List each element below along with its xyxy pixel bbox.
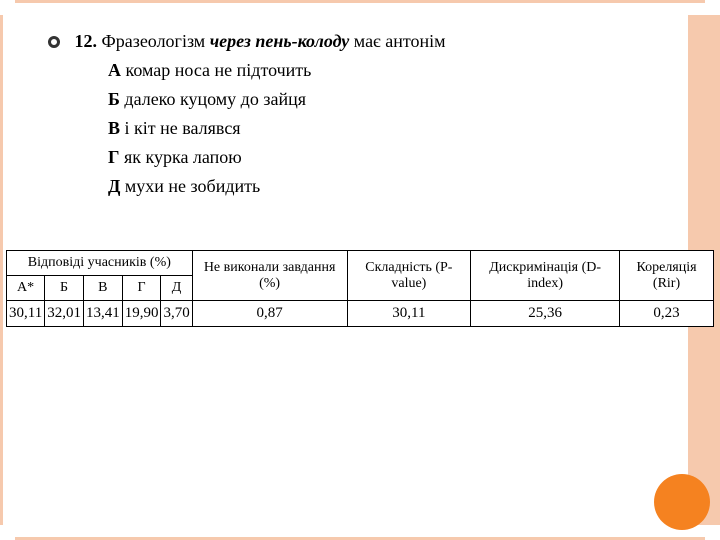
option-letter: Д — [108, 176, 120, 196]
table-row: 30,11 32,01 13,41 19,90 3,70 0,87 30,11 … — [7, 301, 714, 327]
question-prefix: Фразеологізм — [102, 31, 210, 51]
metric-header: Не виконали завдання (%) — [192, 251, 347, 301]
answer-header: Д — [161, 276, 192, 301]
option-text: далеко куцому до зайця — [124, 89, 306, 109]
frame-left — [0, 15, 3, 525]
option-letter: Г — [108, 147, 119, 167]
option-c: В і кіт не валявся — [108, 115, 660, 142]
option-text: як курка лапою — [124, 147, 242, 167]
option-text: і кіт не валявся — [125, 118, 241, 138]
answer-header: Б — [45, 276, 84, 301]
question-line: 12. Фразеологізм через пень-колоду має а… — [48, 28, 660, 55]
stats-table: Відповіді учасників (%) Не виконали завд… — [6, 250, 714, 327]
question-suffix: має антонім — [349, 31, 445, 51]
answer-cell: 3,70 — [161, 301, 192, 327]
stats-table-wrap: Відповіді учасників (%) Не виконали завд… — [6, 250, 714, 327]
answer-header: Г — [122, 276, 161, 301]
options-list: А комар носа не підточить Б далеко куцом… — [108, 57, 660, 200]
metric-cell: 25,36 — [471, 301, 620, 327]
option-text: мухи не зобидить — [125, 176, 260, 196]
answer-cell: 13,41 — [83, 301, 122, 327]
option-e: Д мухи не зобидить — [108, 173, 660, 200]
question-phrase: через пень-колоду — [210, 31, 350, 51]
metric-header: Дискримінація (D-index) — [471, 251, 620, 301]
metric-header: Кореляція (Rir) — [620, 251, 714, 301]
table-header-row-1: Відповіді учасників (%) Не виконали завд… — [7, 251, 714, 276]
answer-cell: 19,90 — [122, 301, 161, 327]
option-d: Г як курка лапою — [108, 144, 660, 171]
option-a: А комар носа не підточить — [108, 57, 660, 84]
answers-group-header: Відповіді учасників (%) — [7, 251, 193, 276]
answer-header: А* — [7, 276, 45, 301]
option-b: Б далеко куцому до зайця — [108, 86, 660, 113]
answer-cell: 32,01 — [45, 301, 84, 327]
answer-cell: 30,11 — [7, 301, 45, 327]
accent-circle-icon — [654, 474, 710, 530]
metric-header: Складність (P-value) — [347, 251, 471, 301]
metric-cell: 30,11 — [347, 301, 471, 327]
bullet-icon — [48, 36, 60, 48]
frame-top — [15, 0, 705, 3]
option-letter: Б — [108, 89, 120, 109]
option-letter: А — [108, 60, 121, 80]
question-number: 12. — [75, 31, 98, 51]
metric-cell: 0,23 — [620, 301, 714, 327]
answer-header: В — [83, 276, 122, 301]
option-text: комар носа не підточить — [126, 60, 312, 80]
question-block: 12. Фразеологізм через пень-колоду має а… — [48, 28, 660, 200]
metric-cell: 0,87 — [192, 301, 347, 327]
option-letter: В — [108, 118, 120, 138]
